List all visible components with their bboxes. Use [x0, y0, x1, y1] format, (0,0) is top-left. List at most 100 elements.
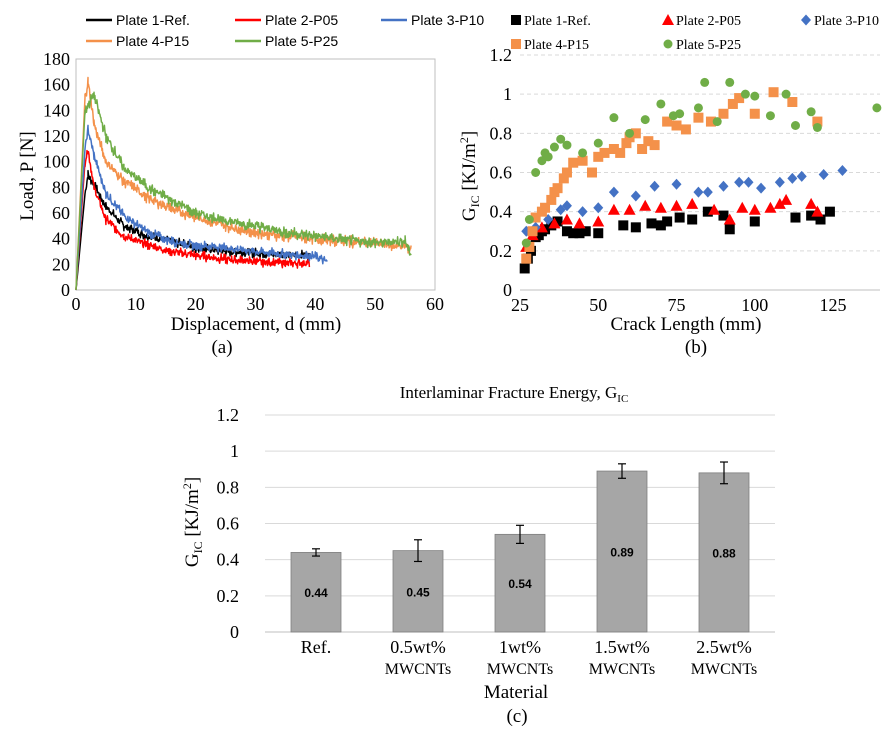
data-point	[705, 116, 716, 127]
data-point	[748, 203, 761, 215]
data-point	[750, 91, 760, 101]
x-tick-label: 10	[127, 294, 145, 314]
data-point	[718, 180, 729, 192]
data-point	[543, 152, 553, 162]
data-point	[680, 124, 691, 135]
chart-a-legend: Plate 1-Ref. Plate 2-P05 Plate 3-P10 Plate …	[86, 12, 484, 49]
x-tick-label: 75	[668, 295, 686, 315]
data-point	[519, 263, 530, 274]
y-tick-label: 80	[52, 177, 70, 197]
bar-2	[494, 533, 546, 633]
legend-label-plate-1-ref: Plate 1-Ref.	[524, 14, 591, 29]
y-tick-label: 120	[43, 126, 70, 146]
y-tick-label: 0.2	[490, 241, 513, 261]
category-sublabel: MWCNTs	[487, 661, 553, 678]
data-point	[548, 217, 561, 229]
caption-b: (b)	[685, 337, 707, 358]
chart-b-y-axis-label: GIC [KJ/m2]	[457, 131, 482, 221]
data-point	[562, 140, 572, 150]
data-point	[630, 222, 641, 233]
chart-c-x-axis-label: Material	[484, 682, 548, 703]
data-point	[524, 241, 535, 252]
data-point	[608, 186, 619, 198]
y-tick-label: 0	[61, 280, 70, 300]
data-point	[568, 157, 579, 168]
data-point	[577, 206, 588, 218]
data-point	[655, 220, 666, 231]
data-point	[727, 98, 738, 109]
x-tick-label: 40	[306, 294, 324, 314]
legend-label-plate-5-p25: Plate 5-P25	[265, 33, 338, 49]
data-point	[654, 201, 667, 213]
legend-marker-plate-5-p25	[663, 39, 673, 49]
data-point	[765, 111, 775, 121]
data-point	[593, 138, 603, 148]
data-point	[543, 214, 554, 225]
y-tick-label: 1	[230, 441, 239, 461]
data-point	[702, 206, 713, 217]
chart-a-x-axis-label: Displacement, d (mm)	[171, 314, 341, 335]
data-point	[535, 221, 548, 233]
caption-a: (a)	[211, 337, 232, 358]
legend-label-plate-3-p10: Plate 3-P10	[814, 14, 879, 29]
category-sublabel: MWCNTs	[589, 661, 655, 678]
data-point	[521, 253, 532, 264]
chart-b-ticks: 25 50 75 100 125 0 0.2 0.4 0.6 0.8 1 1.2	[490, 45, 847, 315]
chart-c-bars: 0.44 0.45 0.54 0.89 0.88	[290, 461, 750, 633]
category-label: 1.5wt%	[594, 637, 650, 657]
data-point	[560, 213, 573, 225]
data-point	[780, 193, 793, 205]
y-tick-label: 60	[52, 203, 70, 223]
data-point	[712, 117, 722, 127]
x-tick-label: 60	[426, 294, 444, 314]
category-label: 1wt%	[499, 637, 541, 657]
data-point	[524, 215, 534, 224]
data-point	[796, 170, 807, 182]
data-point	[693, 112, 704, 123]
data-point	[592, 215, 605, 227]
data-point	[580, 226, 591, 237]
data-point	[574, 228, 585, 239]
y-tick-label: 1.2	[217, 405, 240, 425]
data-point	[818, 168, 829, 180]
data-point	[649, 140, 660, 151]
data-point	[531, 168, 541, 177]
data-point	[623, 203, 636, 215]
y-tick-label: 180	[43, 49, 70, 69]
data-point	[736, 201, 749, 213]
y-tick-label: 0	[503, 280, 512, 300]
data-point	[530, 212, 541, 223]
series-line-plate-4-p15	[75, 76, 412, 291]
legend-label-plate-4-p15: Plate 4-P15	[116, 33, 189, 49]
data-point	[561, 200, 572, 212]
data-point	[561, 167, 572, 178]
legend-label-plate-1-ref: Plate 1-Ref.	[116, 12, 190, 28]
y-tick-label: 100	[43, 152, 70, 172]
legend-marker-plate-4-p15	[511, 39, 521, 49]
data-point	[781, 89, 791, 99]
chart-c: Interlaminar Fracture Energy, GIC 0 0.2 0.…	[180, 383, 775, 727]
bar-value-label: 0.89	[610, 546, 634, 560]
data-point	[702, 186, 713, 198]
data-point	[637, 144, 648, 154]
legend-label-plate-4-p15: Plate 4-P15	[524, 38, 589, 53]
data-point	[670, 199, 683, 211]
data-point	[593, 151, 604, 162]
bar-3	[596, 470, 648, 633]
data-point	[724, 224, 735, 235]
y-tick-label: 1.2	[490, 45, 513, 65]
data-point	[558, 173, 569, 184]
x-tick-label: 50	[589, 295, 607, 315]
series-plate-2-p05	[520, 193, 824, 252]
legend-label-plate-2-p05: Plate 2-P05	[676, 14, 741, 29]
series-line-plate-2-p05	[75, 149, 311, 291]
data-point	[718, 108, 729, 119]
x-tick-label: 0	[72, 294, 81, 314]
data-point	[812, 116, 823, 127]
y-tick-label: 0.8	[490, 123, 513, 143]
data-point	[552, 183, 563, 194]
data-point	[640, 115, 650, 125]
data-point	[837, 165, 848, 177]
caption-c: (c)	[506, 706, 527, 727]
